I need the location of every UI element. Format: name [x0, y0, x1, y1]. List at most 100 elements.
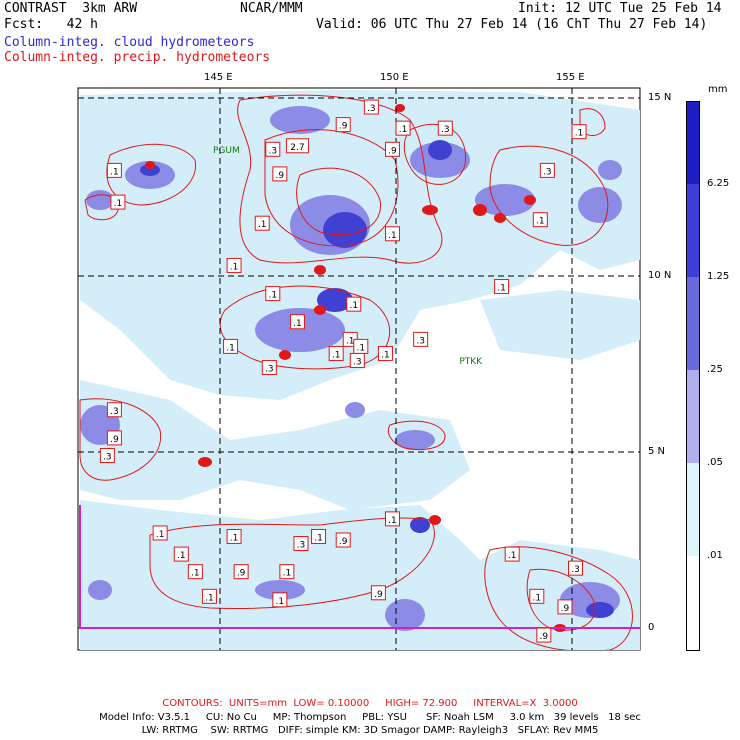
precip-contour [296, 167, 381, 236]
run-title: CONTRAST 3km ARW [4, 1, 138, 16]
contour-label-text: .9 [237, 569, 246, 579]
contour-label-text: .1 [381, 350, 390, 360]
cloud-blob [88, 580, 112, 600]
precip-contour [489, 145, 609, 246]
cloud-blob [255, 308, 345, 352]
contour-label: .3 [106, 402, 122, 418]
contour-label: .1 [384, 226, 400, 242]
contour-label: .1 [173, 546, 189, 562]
center-name: NCAR/MMM [240, 1, 303, 16]
precip-core [429, 515, 441, 525]
contour-label: .1 [187, 564, 203, 580]
contour-label: .3 [261, 360, 277, 376]
contour-info: CONTOURS: UNITS=mm LOW= 0.10000 HIGH= 72… [162, 698, 578, 709]
precip-contour [84, 194, 119, 221]
precip-contour [387, 420, 446, 450]
lat-label: 5 N [648, 446, 666, 457]
contour-label: .3 [413, 331, 429, 347]
contour-label-text: .1 [346, 336, 355, 346]
contour-label: .9 [370, 585, 386, 601]
contour-label-text: .1 [269, 291, 278, 301]
contour-label: .3 [437, 120, 453, 136]
cloud-area [80, 380, 470, 510]
contour-label-text: .1 [388, 231, 397, 241]
contour-label-text: .3 [441, 125, 450, 135]
domain-boundary [79, 505, 640, 629]
cloud-core [140, 164, 160, 176]
contour-label: .1 [226, 257, 242, 273]
contour-label: .1 [504, 546, 520, 562]
contour-label: .1 [395, 120, 411, 136]
contour-label-text: .9 [540, 632, 549, 642]
colorbar-segment [687, 463, 699, 556]
contour-label-text: .3 [110, 407, 119, 417]
lon-label: 145 E [204, 72, 233, 83]
cloud-core [410, 517, 430, 533]
contour-label-text: .1 [114, 199, 123, 209]
contour-label: .1 [571, 124, 587, 140]
contour-label-text: .1 [575, 129, 584, 139]
contour-label-text: .3 [571, 565, 580, 575]
cloud-core [428, 140, 452, 160]
contour-label-text: .1 [314, 533, 323, 543]
cloud-blob [270, 106, 330, 134]
contour-label-text: .3 [367, 104, 376, 114]
contour-label-text: .9 [561, 604, 570, 614]
contour-label: .1 [58, 459, 72, 473]
contour-label-text: .9 [276, 171, 285, 181]
model-physics: LW: RRTMG SW: RRTMG DIFF: simple KM: 3D … [141, 725, 599, 736]
contour-label-text: .1 [357, 343, 366, 353]
contour-label: .1 [254, 215, 270, 231]
contour-label-text: .3 [103, 453, 112, 463]
contour-label: .9 [384, 141, 400, 157]
precip-contour [264, 129, 399, 247]
contour-label-text: .9 [339, 537, 348, 547]
contour-label: .1 [384, 511, 400, 527]
lat-label: 10 N [648, 270, 672, 281]
contour-label-text: .1 [230, 533, 239, 543]
cloud-area [480, 290, 640, 360]
contour-label-text: .1 [497, 284, 506, 294]
forecast-hour: Fcst: 42 h [4, 17, 98, 32]
contour-label: .1 [106, 162, 122, 178]
contour-label-text: .1 [536, 217, 545, 227]
contour-label: .3 [568, 560, 584, 576]
contour-label: .1 [289, 314, 305, 330]
contour-label-text: .9 [110, 435, 119, 445]
contour-label: .3 [293, 536, 309, 552]
precip-core [524, 195, 536, 205]
lat-label: 15 N [648, 92, 672, 103]
cloud-blob [86, 190, 114, 210]
precip-core [494, 213, 506, 223]
contour-label-text: .9 [339, 122, 348, 132]
contour-label: .1 [265, 286, 281, 302]
contour-label-text: .1 [156, 530, 165, 540]
contour-label: .1 [377, 345, 393, 361]
cloud-blob [395, 430, 435, 450]
contour-label: .1 [223, 338, 239, 354]
contour-label-text: .1 [191, 569, 200, 579]
contour-label: .9 [335, 532, 351, 548]
cloud-blob [598, 160, 622, 180]
colorbar-label: .25 [707, 364, 723, 375]
contour-label-text: .1 [110, 167, 119, 177]
contour-label: .1 [532, 212, 548, 228]
contour-label-text: .1 [61, 463, 70, 473]
contour-label: .9 [536, 627, 552, 643]
contour-label: .1 [346, 296, 362, 312]
contour-label: .1 [226, 528, 242, 544]
contour-label: .1 [328, 345, 344, 361]
contour-label: .1 [152, 525, 168, 541]
contour-label: .1 [494, 279, 510, 295]
precip-core [145, 161, 155, 169]
precip-contour [219, 285, 391, 370]
lon-label: 155 E [556, 72, 585, 83]
precip-contour [106, 143, 196, 206]
contour-label-text: .3 [269, 146, 278, 156]
contour-label-text: .1 [177, 551, 186, 561]
contour-label: .1 [353, 338, 369, 354]
station-label: PTKK [459, 357, 483, 367]
contour-label: .3 [349, 352, 365, 368]
contour-label-text: .9 [374, 590, 383, 600]
colorbar-segment [687, 102, 699, 184]
